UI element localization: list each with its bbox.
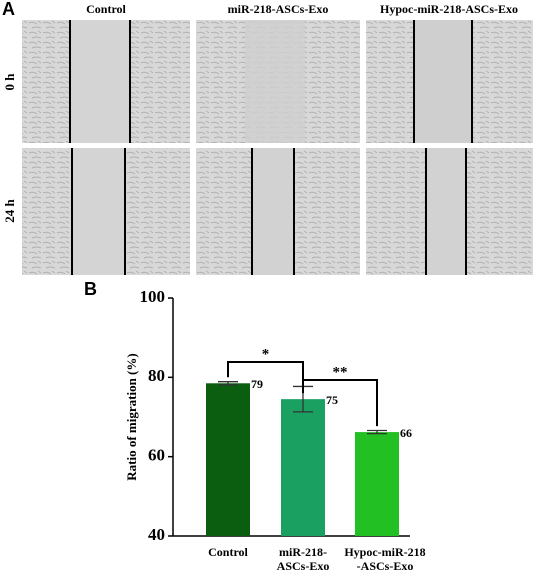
micrographs	[22, 20, 533, 275]
x-tick-label: Hypoc-miR-218 -ASCs-Exo	[344, 545, 426, 573]
value-label: 75	[326, 393, 338, 407]
significance-label: *	[262, 346, 270, 362]
significance-bracket	[302, 379, 378, 427]
error-bar	[367, 429, 387, 435]
value-label: 79	[251, 377, 263, 391]
y-tick-label: 40	[148, 525, 165, 544]
y-tick-label: 80	[148, 366, 165, 385]
bar	[355, 432, 399, 536]
column-label: Hypoc-miR-218-ASCs-Exo	[380, 2, 518, 16]
error-bar	[218, 381, 238, 386]
x-tick-label: miR-218- ASCs-Exo	[276, 545, 330, 573]
bar	[206, 383, 250, 536]
column-label: miR-218-ASCs-Exo	[228, 2, 329, 16]
y-axis-label: Ratio of migration (%)	[124, 353, 139, 480]
x-tick-label: Control	[208, 545, 248, 559]
row-label: 24 h	[2, 198, 17, 222]
panel-label: A	[2, 0, 15, 19]
bar	[281, 399, 325, 536]
panel-label: B	[84, 279, 97, 299]
row-label: 0 h	[2, 73, 17, 91]
column-label: Control	[86, 2, 126, 16]
significance-label: **	[333, 364, 348, 380]
y-tick-label: 60	[148, 446, 165, 465]
y-tick-label: 100	[140, 287, 166, 306]
significance-bracket	[227, 361, 304, 386]
value-label: 66	[400, 426, 412, 440]
